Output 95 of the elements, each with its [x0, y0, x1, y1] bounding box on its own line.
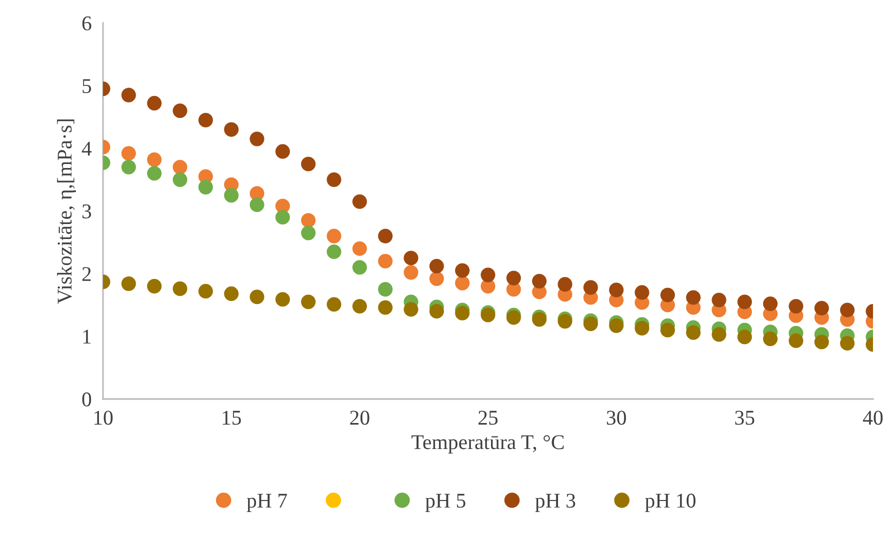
point — [326, 297, 342, 312]
point — [814, 334, 829, 350]
point — [352, 298, 367, 314]
point — [404, 265, 418, 280]
point — [378, 254, 393, 268]
x-axis-title: Temperatūra T, °C — [412, 435, 564, 454]
point — [660, 322, 675, 338]
point — [378, 282, 393, 297]
point — [326, 172, 342, 187]
y-tick-label: 2 — [82, 267, 91, 281]
point — [172, 160, 188, 174]
legend-label: pH 10 — [645, 494, 696, 512]
point — [583, 316, 598, 332]
x-tick-label: 30 — [606, 410, 626, 425]
point — [455, 263, 470, 278]
legend-label: pH 5 — [425, 494, 466, 512]
point — [352, 194, 367, 209]
point — [198, 284, 213, 298]
point — [532, 274, 547, 288]
point — [609, 282, 624, 298]
point — [301, 156, 316, 172]
point — [455, 306, 470, 320]
point — [326, 228, 342, 244]
point — [121, 146, 136, 161]
point — [147, 96, 162, 110]
point — [404, 302, 418, 317]
point — [172, 172, 188, 187]
point — [301, 226, 316, 240]
point — [326, 244, 342, 260]
point — [301, 294, 316, 310]
point — [121, 160, 136, 174]
point — [429, 271, 444, 286]
point — [712, 327, 726, 342]
point — [686, 325, 701, 340]
point — [250, 290, 264, 304]
point — [609, 318, 624, 333]
point — [660, 288, 675, 302]
point — [429, 304, 444, 319]
point — [275, 210, 290, 225]
point — [455, 276, 470, 290]
point — [429, 258, 444, 274]
x-tick-label: 10 — [94, 410, 113, 425]
point — [352, 241, 367, 256]
point — [250, 197, 264, 212]
point — [634, 320, 650, 336]
point — [788, 333, 804, 348]
point — [737, 294, 752, 310]
point — [147, 152, 162, 167]
point — [224, 286, 239, 302]
y-axis-title: Viskozitāte, η,[mPa·s] — [57, 119, 76, 304]
x-tick-label: 25 — [478, 410, 498, 425]
point — [275, 292, 290, 307]
point — [480, 268, 496, 282]
point — [198, 180, 213, 194]
point — [301, 213, 316, 228]
y-tick-label: 5 — [82, 79, 92, 94]
point — [583, 280, 598, 295]
point — [634, 285, 650, 300]
point — [788, 298, 804, 314]
x-tick-label: 20 — [350, 410, 370, 425]
point — [198, 112, 213, 128]
point — [172, 281, 188, 296]
point — [763, 296, 778, 312]
x-tick-label: 15 — [222, 410, 241, 425]
point — [506, 270, 521, 286]
point — [558, 277, 572, 292]
x-tick-label: 40 — [862, 410, 883, 425]
point — [224, 122, 239, 137]
point — [147, 278, 162, 294]
point — [172, 103, 188, 118]
y-tick-label: 3 — [82, 204, 92, 218]
y-tick-label: 1 — [83, 330, 91, 344]
point — [686, 290, 701, 305]
point — [352, 260, 367, 275]
y-tick-label: 6 — [82, 16, 92, 30]
point — [404, 250, 418, 266]
point — [121, 88, 136, 102]
point — [275, 144, 290, 159]
x-tick-label: 35 — [735, 410, 754, 425]
point — [378, 300, 393, 315]
point — [250, 132, 264, 146]
point — [763, 332, 778, 346]
point — [840, 336, 855, 351]
point — [121, 276, 136, 291]
legend-label: pH 7 — [246, 494, 287, 512]
point — [840, 302, 855, 318]
point — [814, 300, 829, 316]
point — [737, 330, 752, 344]
point — [147, 166, 162, 181]
point — [224, 188, 239, 203]
y-tick-label: 4 — [82, 142, 92, 156]
legend-label: pH 3 — [535, 494, 576, 512]
point — [712, 292, 726, 308]
point — [378, 228, 393, 244]
y-tick-label: 0 — [82, 392, 92, 406]
